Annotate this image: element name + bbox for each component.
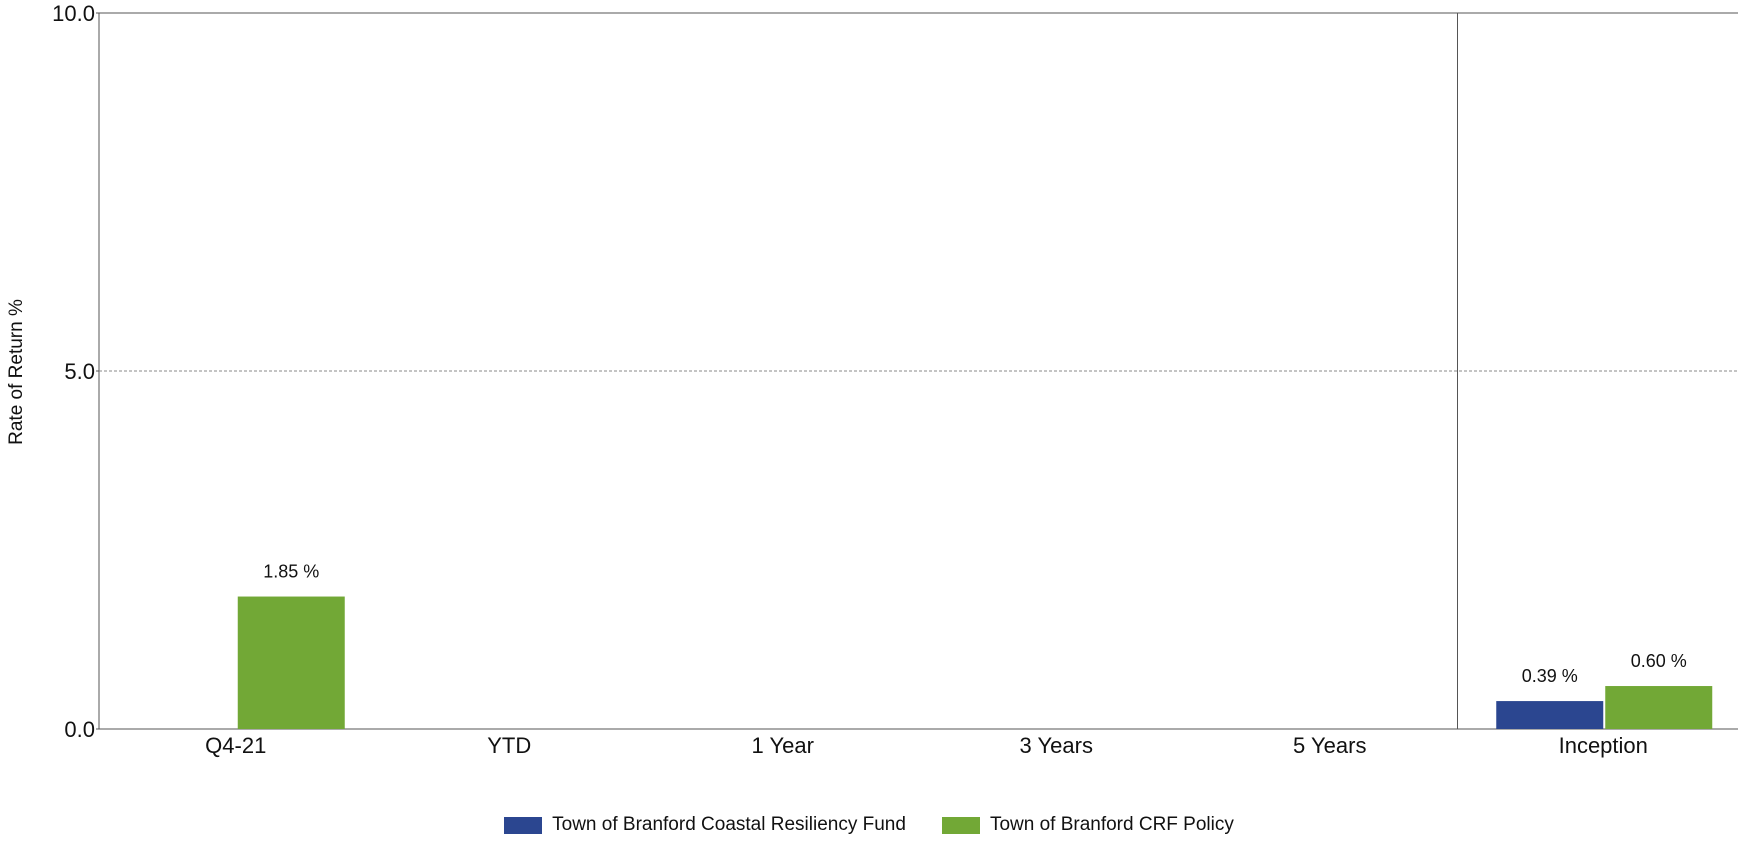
category-labels: Q4-21 YTD 1 Year 3 Years 5 Years Inception xyxy=(205,733,1648,758)
legend-swatch-policy xyxy=(941,816,980,834)
chart-bars xyxy=(237,596,1713,729)
data-label: 0.39 % xyxy=(1522,666,1578,686)
chart-legend: Town of Branford Coastal Resiliency Fund… xyxy=(0,814,1738,836)
bar xyxy=(237,596,345,729)
y-tick-labels: 0.0 5.0 10.0 xyxy=(52,1,99,742)
y-axis-label: Rate of Return % xyxy=(6,299,27,445)
x-category-label: 1 Year xyxy=(752,733,814,758)
bar xyxy=(1496,701,1604,729)
x-category-label: YTD xyxy=(487,733,531,758)
legend-label-policy: Town of Branford CRF Policy xyxy=(989,814,1234,835)
legend-item-policy: Town of Branford CRF Policy xyxy=(941,814,1234,836)
y-tick-label: 10.0 xyxy=(52,1,95,26)
legend-item-fund: Town of Branford Coastal Resiliency Fund xyxy=(504,814,906,836)
y-tick-label: 5.0 xyxy=(64,359,95,384)
data-labels: 0.39 % 1.85 % 0.60 % xyxy=(263,562,1687,687)
chart-axes xyxy=(98,12,1738,730)
bar xyxy=(1605,686,1713,729)
data-label: 0.60 % xyxy=(1631,651,1687,671)
y-tick-label: 0.0 xyxy=(64,717,95,742)
data-label: 1.85 % xyxy=(263,562,319,582)
bar-chart: 0.0 5.0 10.0 0.39 % 1.85 % 0.60 % Q4-21 YTD 1 … xyxy=(6,1,1738,758)
x-category-label: Inception xyxy=(1559,733,1648,758)
legend-label-fund: Town of Branford Coastal Resiliency Fund xyxy=(552,814,906,835)
x-category-label: Q4-21 xyxy=(205,733,266,758)
x-category-label: 3 Years xyxy=(1020,733,1093,758)
x-category-label: 5 Years xyxy=(1293,733,1366,758)
legend-swatch-fund xyxy=(504,816,543,834)
